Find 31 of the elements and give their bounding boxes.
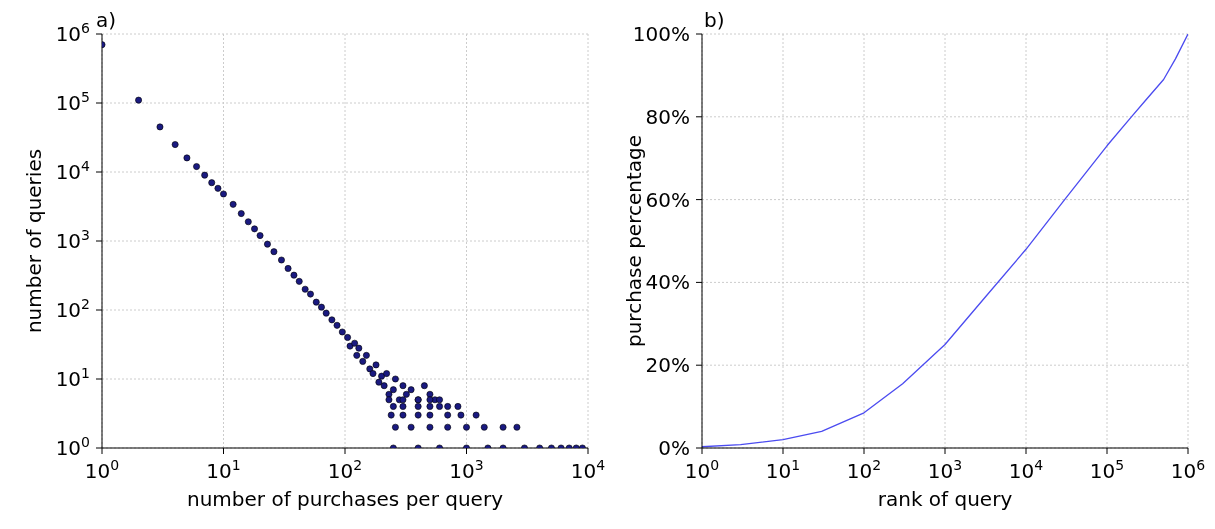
y-tick-label: 10$^{0}$: [55, 434, 90, 460]
y-tick-label: 10$^{5}$: [55, 89, 90, 115]
y-tick-label: 40%: [645, 270, 690, 295]
y-tick-label: 10$^{6}$: [55, 20, 91, 46]
y-tick-label: 0%: [658, 436, 690, 460]
chart-title: b): [704, 8, 725, 32]
x-tick-label: 10$^{3}$: [927, 457, 963, 483]
x-tick-label: 10$^{2}$: [327, 457, 363, 483]
x-tick-label: 10$^{6}$: [1170, 457, 1206, 483]
x-tick-label: 10$^{2}$: [846, 457, 882, 483]
y-axis-title: number of queries: [22, 148, 47, 334]
x-tick-label: 10$^{4}$: [1008, 457, 1044, 483]
x-tick-label: 10$^{1}$: [206, 457, 241, 483]
y-tick-label: 10$^{4}$: [55, 158, 91, 184]
y-tick-label: 20%: [645, 353, 690, 378]
y-tick-label: 60%: [645, 187, 690, 212]
y-axis-title: purchase percentage: [622, 134, 647, 348]
x-axis-title: rank of query: [877, 487, 1013, 512]
x-axis-title: number of purchases per query: [187, 487, 504, 512]
y-tick-label: 10$^{2}$: [55, 296, 90, 322]
y-tick-label: 10$^{1}$: [55, 365, 90, 391]
y-tick-label: 10$^{3}$: [55, 227, 90, 253]
x-tick-label: 10$^{0}$: [84, 457, 120, 483]
x-tick-label: 10$^{4}$: [570, 457, 606, 483]
x-tick-label: 10$^{1}$: [765, 457, 801, 483]
y-tick-label: 80%: [645, 104, 690, 129]
x-tick-label: 10$^{3}$: [449, 457, 484, 483]
chart-title: a): [96, 8, 117, 32]
x-tick-label: 10$^{5}$: [1089, 457, 1125, 483]
y-tick-label: 100%: [632, 22, 690, 46]
x-tick-label: 10$^{0}$: [684, 457, 720, 483]
